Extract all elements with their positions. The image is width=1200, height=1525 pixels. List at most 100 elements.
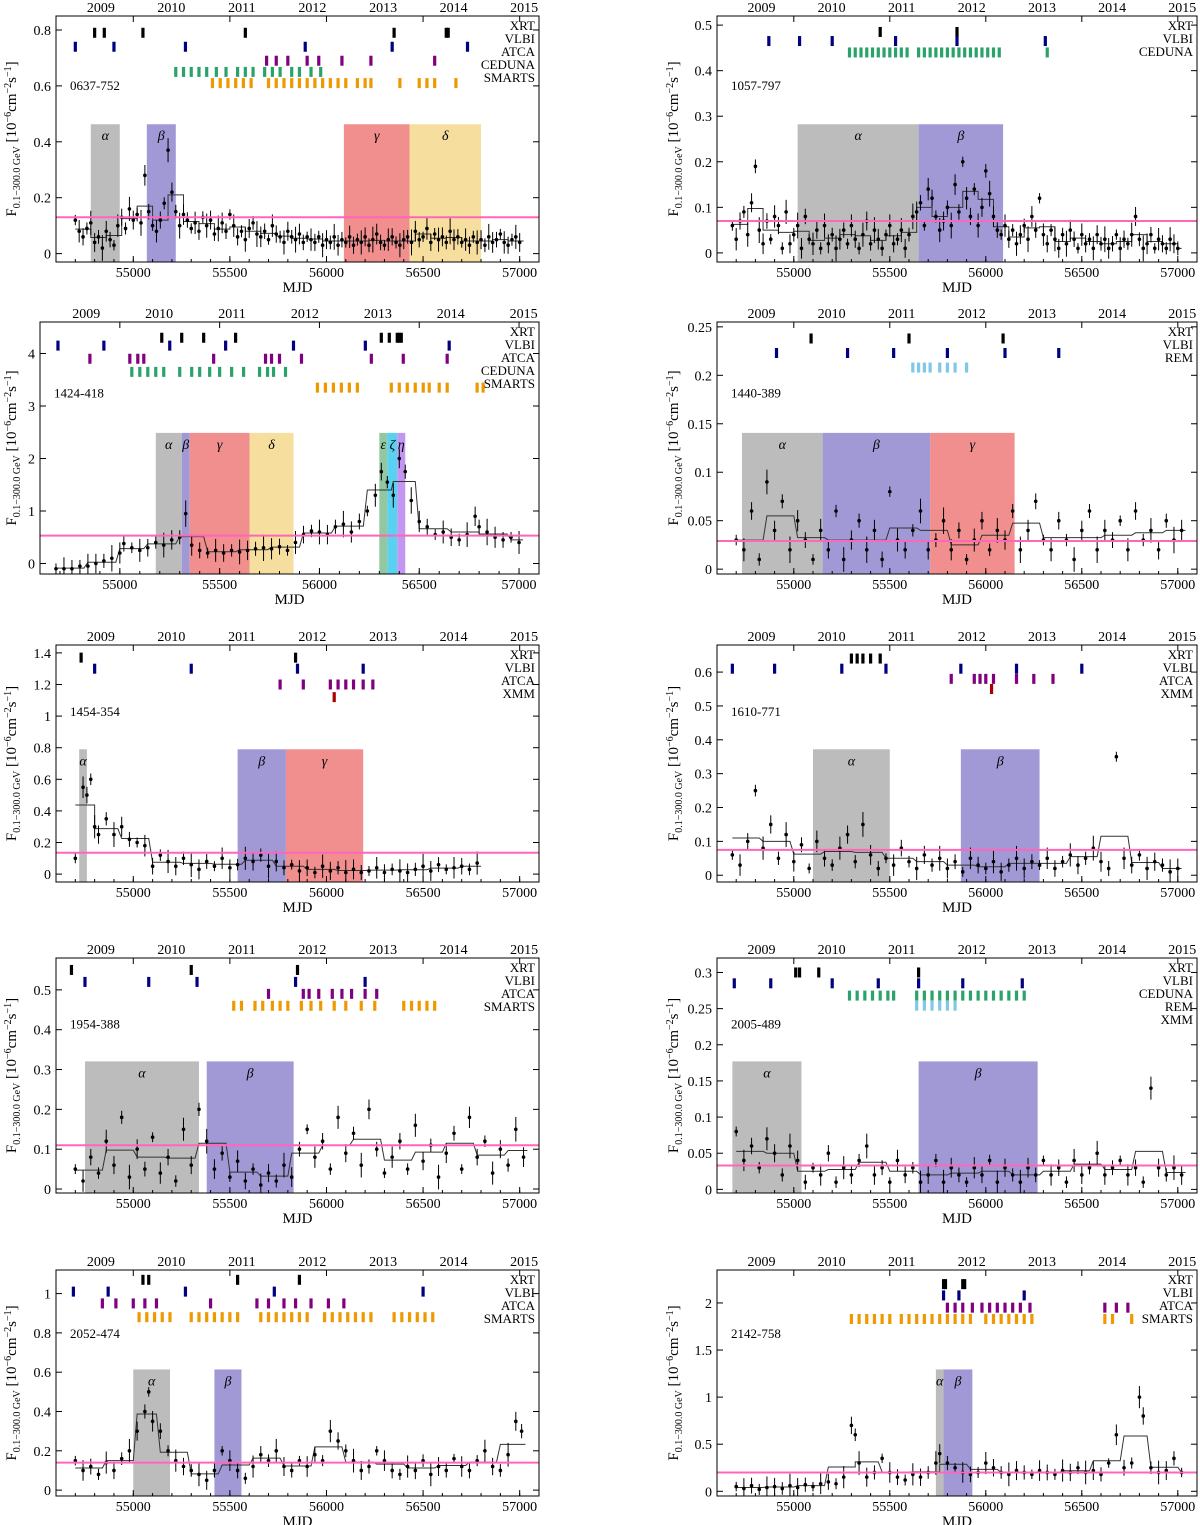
data-point bbox=[880, 1165, 884, 1170]
legend-vlbi: VLBI bbox=[1163, 337, 1193, 352]
y-axis-label: F0.1−300.0 GeV [10−6cm−2s−1] bbox=[3, 686, 23, 841]
step-line bbox=[75, 804, 482, 872]
obs-mark-vlbi bbox=[961, 978, 965, 989]
x-tick-label: 56500 bbox=[406, 1197, 441, 1212]
obs-mark-smarts bbox=[239, 1000, 244, 1011]
data-point bbox=[150, 1419, 155, 1424]
obs-mark-smarts bbox=[369, 1312, 373, 1323]
data-point bbox=[1176, 866, 1180, 871]
legend-smarts: SMARTS bbox=[484, 1311, 535, 1326]
y-tick-label: 0.15 bbox=[688, 418, 713, 433]
data-point bbox=[734, 1129, 738, 1134]
data-point bbox=[266, 864, 271, 868]
year-label: 2009 bbox=[748, 1, 776, 16]
data-point bbox=[112, 243, 116, 248]
obs-mark-vlbi bbox=[1080, 663, 1084, 674]
data-point bbox=[745, 839, 750, 844]
data-point bbox=[864, 1144, 869, 1148]
data-point bbox=[1076, 863, 1080, 867]
obs-mark-smarts bbox=[305, 1312, 309, 1323]
x-tick-label: 55500 bbox=[872, 1500, 907, 1515]
obs-mark-smarts bbox=[888, 1313, 892, 1324]
obs-mark-vlbi bbox=[183, 1286, 188, 1297]
data-point bbox=[96, 235, 101, 239]
data-point bbox=[452, 237, 456, 242]
year-label: 2015 bbox=[1168, 630, 1196, 645]
legend-rem: REM bbox=[1165, 999, 1194, 1014]
obs-mark-vlbi bbox=[224, 340, 228, 351]
obs-mark-smarts bbox=[373, 1000, 377, 1011]
data-point bbox=[926, 187, 930, 191]
data-point bbox=[243, 856, 248, 861]
obs-mark-smarts bbox=[290, 1312, 294, 1323]
data-point bbox=[494, 237, 499, 242]
data-point bbox=[228, 212, 232, 217]
data-point bbox=[1137, 853, 1142, 857]
year-label: 2015 bbox=[510, 1, 538, 16]
y-tick-label: 1 bbox=[44, 1288, 51, 1303]
year-label: 2011 bbox=[888, 1, 915, 16]
y-tick-label: 0.25 bbox=[688, 1003, 713, 1018]
year-label: 2015 bbox=[1168, 1255, 1196, 1270]
data-point bbox=[857, 1158, 861, 1163]
obs-mark-smarts bbox=[137, 1312, 141, 1323]
data-point bbox=[1176, 246, 1180, 251]
data-point bbox=[359, 870, 364, 875]
data-point bbox=[1160, 241, 1165, 246]
y-tick-label: 0.2 bbox=[695, 802, 713, 817]
data-point bbox=[795, 223, 800, 228]
data-point bbox=[891, 863, 896, 867]
year-label: 2010 bbox=[145, 307, 173, 322]
data-point bbox=[135, 212, 139, 217]
data-point bbox=[861, 232, 865, 237]
year-label: 2013 bbox=[1028, 1, 1056, 16]
data-point bbox=[506, 243, 510, 248]
data-point bbox=[830, 232, 834, 237]
plot-frame bbox=[716, 1269, 1198, 1497]
obs-mark-xrt bbox=[234, 332, 238, 343]
obs-mark-atca bbox=[114, 1298, 118, 1309]
y-tick-label: 0.5 bbox=[695, 19, 713, 34]
legend-xrt: XRT bbox=[1168, 960, 1193, 975]
data-point bbox=[282, 240, 286, 245]
data-point bbox=[189, 226, 194, 231]
obs-mark-smarts bbox=[880, 1313, 884, 1324]
data-point bbox=[390, 1468, 394, 1473]
data-point bbox=[987, 547, 992, 552]
data-point bbox=[980, 1173, 984, 1177]
data-point bbox=[104, 1139, 109, 1144]
data-point bbox=[166, 1449, 170, 1453]
y-tick-label: 0.4 bbox=[695, 65, 713, 80]
y-tick-label: 0.5 bbox=[695, 1438, 713, 1453]
data-point bbox=[135, 840, 139, 845]
obs-mark-ceduna bbox=[257, 366, 262, 377]
data-point bbox=[255, 232, 259, 236]
obs-mark-atca bbox=[100, 1298, 104, 1309]
obs-mark-ceduna bbox=[853, 47, 857, 58]
obs-mark-smarts bbox=[363, 78, 367, 89]
data-point bbox=[1007, 237, 1011, 242]
data-point bbox=[1118, 246, 1122, 251]
data-point bbox=[1033, 228, 1038, 232]
year-label: 2009 bbox=[72, 307, 100, 322]
legend-xrt: XRT bbox=[1168, 1272, 1193, 1287]
obs-mark-atca bbox=[375, 988, 379, 999]
data-point bbox=[1110, 241, 1115, 246]
y-axis: 0 0.1 0.2 0.3 0.4 0.5 0.6 bbox=[695, 666, 1197, 884]
data-point bbox=[371, 237, 375, 242]
block-label: α bbox=[779, 438, 787, 453]
obs-mark-smarts bbox=[212, 1312, 217, 1323]
obs-mark-atca bbox=[266, 988, 271, 999]
block-regions: α β γ bbox=[79, 749, 364, 882]
data-point bbox=[123, 226, 128, 231]
year-label: 2014 bbox=[1098, 307, 1126, 322]
obs-mark-smarts bbox=[1022, 1313, 1026, 1324]
obs-mark-xrt bbox=[917, 967, 921, 978]
data-point bbox=[490, 240, 495, 245]
data-point bbox=[772, 528, 777, 533]
y-tick-label: 0.1 bbox=[695, 1111, 713, 1126]
obs-mark-smarts bbox=[253, 1000, 257, 1011]
year-label: 2014 bbox=[440, 630, 468, 645]
obs-mark-ceduna bbox=[847, 47, 852, 58]
